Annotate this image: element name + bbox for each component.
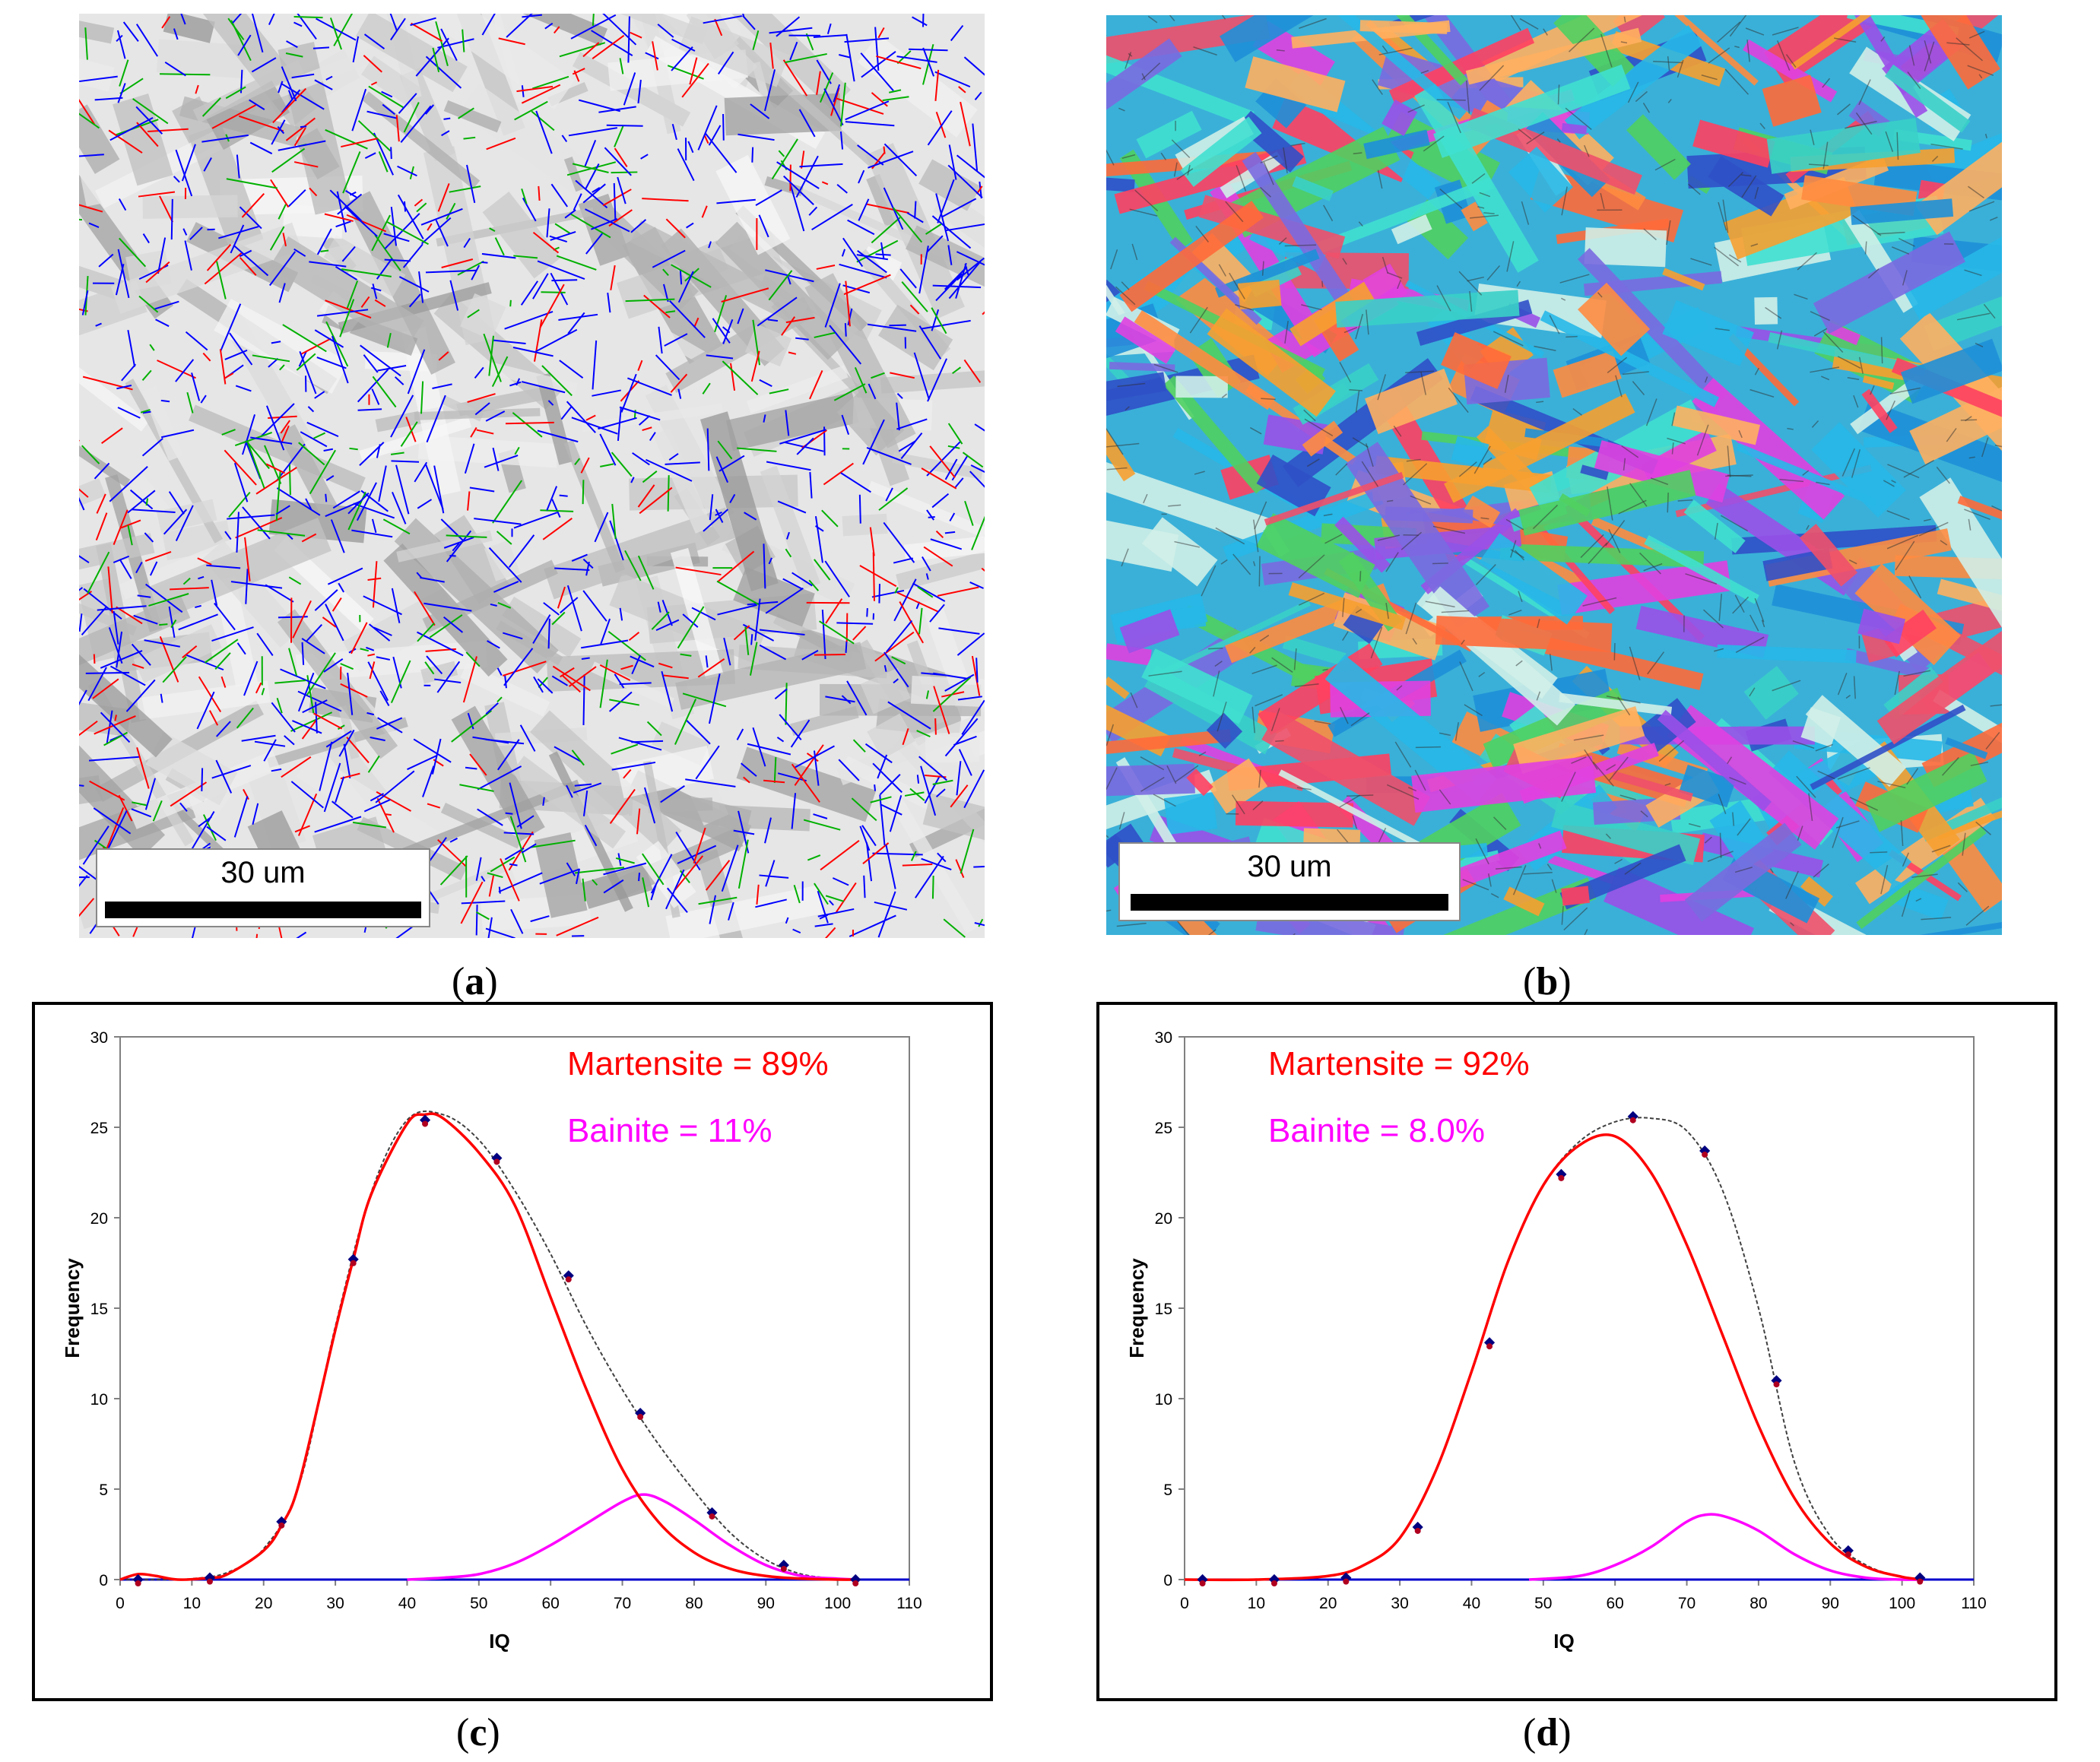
iq-map-panel-a: 30 um: [79, 14, 985, 938]
x-tick-label-c: 80: [685, 1595, 703, 1612]
x-tick-label-c: 100: [824, 1595, 851, 1612]
caption-a: (a): [452, 960, 498, 1003]
y-tick-label-c: 5: [99, 1482, 108, 1499]
fit-point-d: [1486, 1343, 1493, 1350]
grain-texture-a: [79, 14, 985, 938]
bainite-fit-line-d: [1528, 1513, 1924, 1581]
iq-distribution-chart-c: 0 10 20 30 40 50 60 70 80 90 100 110 0 5 10 15 20 25 30 IQ F…: [61, 1029, 922, 1653]
fit-point-c: [852, 1580, 859, 1586]
x-tick-label-c: 40: [398, 1595, 416, 1612]
x-tick-label-c: 90: [757, 1595, 775, 1612]
fit-point-d: [1917, 1578, 1924, 1585]
caption-b: (b): [1523, 960, 1572, 1003]
x-tick-label-d: 40: [1463, 1595, 1480, 1612]
y-tick-label-c: 10: [90, 1391, 108, 1409]
chart-frame-c: 0 10 20 30 40 50 60 70 80 90 100 110 0 5 10 15 20 25 30 IQ F…: [32, 1002, 993, 1701]
y-tick-label-c: 25: [90, 1120, 108, 1137]
x-tick-label-d: 0: [1180, 1595, 1189, 1612]
y-tick-label-d: 10: [1155, 1391, 1172, 1409]
martensite-annotation-c: Martensite = 89%: [567, 1045, 829, 1082]
x-axis-label-c: IQ: [489, 1630, 509, 1653]
fit-point-d: [1702, 1151, 1708, 1158]
caption-c-letter: c: [469, 1711, 487, 1754]
y-tick-label-c: 20: [90, 1210, 108, 1228]
caption-d-letter: d: [1536, 1711, 1559, 1754]
x-tick-label-d: 100: [1889, 1595, 1915, 1612]
x-tick-label-c: 110: [896, 1595, 922, 1612]
y-tick-label-d: 0: [1163, 1572, 1172, 1589]
fit-point-c: [422, 1120, 429, 1127]
ipf-map-panel-b: 30 um: [1106, 15, 2002, 935]
fit-point-d: [1414, 1527, 1421, 1534]
fit-point-c: [565, 1276, 572, 1283]
fit-point-c: [493, 1158, 500, 1165]
plot-area-c: [119, 1036, 910, 1580]
caption-c: (c): [456, 1711, 500, 1754]
x-tick-label-c: 60: [542, 1595, 560, 1612]
scale-bar-b: [1131, 894, 1448, 911]
x-tick-label-c: 20: [255, 1595, 272, 1612]
x-tick-label-c: 0: [116, 1595, 125, 1612]
orientation-map-image: [1106, 15, 2002, 935]
martensite-fit-line-d: [1184, 1133, 1924, 1582]
orientation-texture-b: [1106, 15, 2002, 935]
y-tick-label-c: 30: [90, 1029, 108, 1047]
x-tick-label-d: 90: [1822, 1595, 1839, 1612]
x-tick-label-c: 50: [470, 1595, 487, 1612]
fit-point-c: [350, 1260, 357, 1266]
fit-point-d: [1199, 1580, 1206, 1586]
x-tick-label-d: 30: [1391, 1595, 1408, 1612]
fit-point-d: [1343, 1578, 1350, 1585]
x-tick-label-d: 80: [1749, 1595, 1767, 1612]
x-tick-label-d: 110: [1961, 1595, 1986, 1612]
fit-point-d: [1845, 1551, 1851, 1558]
iq-boundary-map-image: [79, 14, 985, 938]
x-tick-label-d: 50: [1534, 1595, 1552, 1612]
y-tick-label-c: 15: [90, 1301, 108, 1318]
y-tick-label-d: 15: [1155, 1301, 1172, 1318]
combined-fit-line-c: [119, 1110, 859, 1581]
chart-frame-d: 0 10 20 30 40 50 60 70 80 90 100 110 0 5 10 15 20 25 30 IQ F…: [1096, 1002, 2057, 1701]
martensite-annotation-d: Martensite = 92%: [1268, 1045, 1530, 1082]
y-tick-label-d: 25: [1155, 1120, 1172, 1137]
scale-bar-box-b: 30 um: [1118, 842, 1461, 921]
y-axis-label-c: Frequency: [61, 1258, 84, 1358]
scale-bar-a: [105, 902, 421, 918]
martensite-fit-line-c: [119, 1112, 859, 1581]
bainite-annotation-d: Bainite = 8.0%: [1268, 1112, 1485, 1149]
x-tick-label-c: 70: [614, 1595, 631, 1612]
x-tick-label-d: 20: [1319, 1595, 1337, 1612]
plot-area-d: [1184, 1036, 1975, 1580]
iq-distribution-chart-d: 0 10 20 30 40 50 60 70 80 90 100 110 0 5 10 15 20 25 30 IQ F…: [1125, 1029, 1987, 1653]
y-axis-label-d: Frequency: [1125, 1258, 1148, 1358]
x-tick-label-c: 30: [326, 1595, 344, 1612]
x-axis-label-d: IQ: [1553, 1630, 1574, 1653]
fit-point-c: [709, 1513, 715, 1520]
caption-d: (d): [1523, 1711, 1572, 1754]
scale-bar-box-a: 30 um: [96, 848, 430, 927]
scale-bar-label-b: 30 um: [1247, 850, 1332, 883]
fit-point-c: [780, 1565, 787, 1572]
fit-point-d: [1270, 1580, 1277, 1586]
y-tick-label-d: 5: [1163, 1482, 1172, 1499]
fit-point-c: [206, 1578, 213, 1585]
caption-b-letter: b: [1536, 960, 1559, 1003]
fit-point-c: [637, 1414, 644, 1421]
fit-point-d: [1558, 1174, 1565, 1181]
fit-point-c: [135, 1580, 141, 1586]
x-tick-label-d: 60: [1607, 1595, 1624, 1612]
fit-point-d: [1629, 1117, 1636, 1123]
scale-bar-label-a: 30 um: [220, 856, 306, 889]
bainite-fit-line-c: [407, 1493, 860, 1581]
y-tick-label-d: 20: [1155, 1210, 1172, 1228]
fit-point-c: [278, 1522, 285, 1529]
bainite-annotation-c: Bainite = 11%: [567, 1112, 772, 1149]
y-tick-label-d: 30: [1155, 1029, 1172, 1047]
fit-point-d: [1773, 1381, 1780, 1388]
x-tick-label-d: 70: [1678, 1595, 1696, 1612]
caption-a-letter: a: [465, 960, 485, 1003]
x-tick-label-d: 10: [1248, 1595, 1265, 1612]
y-tick-label-c: 0: [99, 1572, 108, 1589]
x-tick-label-c: 10: [183, 1595, 201, 1612]
